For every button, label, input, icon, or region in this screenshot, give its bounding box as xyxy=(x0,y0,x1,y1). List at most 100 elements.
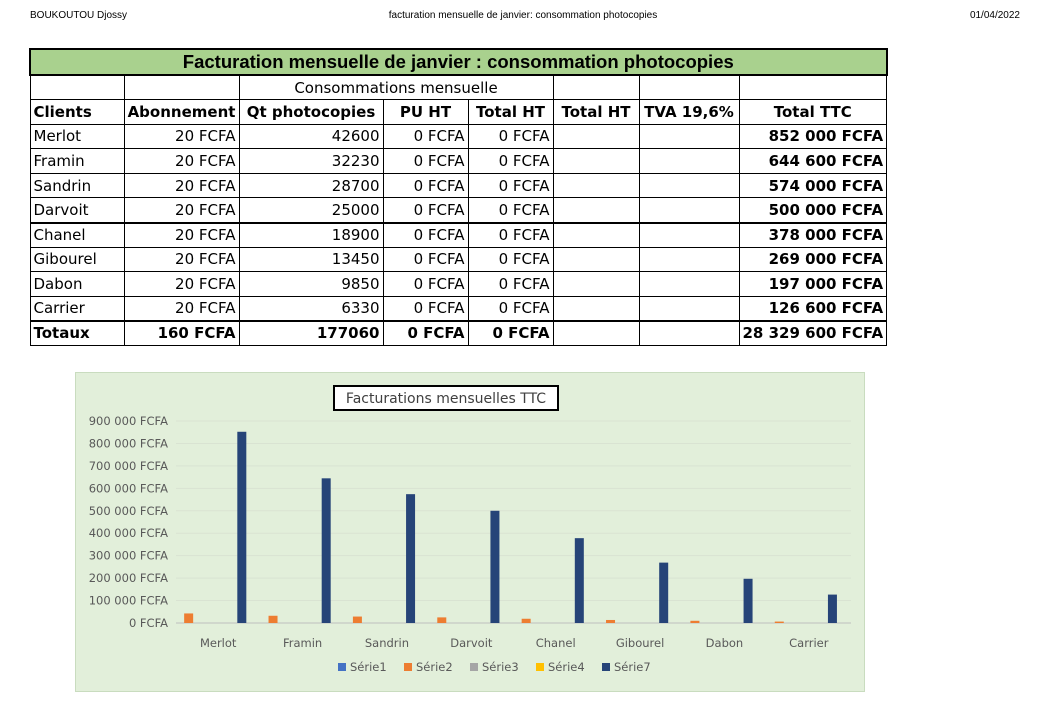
cell: 0 FCFA xyxy=(382,123,469,150)
col-header-total-ht-2: Total HT xyxy=(552,99,640,125)
bar-série7-framin xyxy=(321,478,331,623)
bar-série2-sandrin xyxy=(352,616,362,623)
table-row: Chanel 20 FCFA 18900 0 FCFA 0 FCFA 378 000 FC… xyxy=(29,221,888,248)
cell: 20 FCFA xyxy=(123,197,240,224)
cell: Chanel xyxy=(29,221,125,248)
cell: 42600 xyxy=(238,123,384,150)
cell: 0 FCFA xyxy=(467,197,554,224)
cell: 18900 xyxy=(238,221,384,248)
cell: 20 FCFA xyxy=(123,271,240,297)
legend-swatch xyxy=(602,663,610,671)
bar-série2-carrier xyxy=(774,621,784,623)
cell: 0 FCFA xyxy=(382,148,469,174)
cell: 0 FCFA xyxy=(467,148,554,174)
y-tick-label: 800 000 FCFA xyxy=(89,436,168,450)
x-tick-label: Framin xyxy=(283,636,322,650)
cell: Carrier xyxy=(29,295,125,322)
cell: 0 FCFA xyxy=(467,319,554,347)
cell: 852 000 FCFA xyxy=(738,123,888,150)
chart-title: Facturations mensuelles TTC xyxy=(346,391,546,407)
bar-série2-merlot xyxy=(184,613,194,623)
y-tick-label: 700 000 FCFA xyxy=(89,459,168,473)
cell: 20 FCFA xyxy=(123,246,240,273)
bar-chart: Facturations mensuelles TTC 0 FCFA 100 00… xyxy=(89,385,851,674)
bar-série7-carrier xyxy=(827,594,837,623)
cell: 0 FCFA xyxy=(467,221,554,248)
x-tick-label: Carrier xyxy=(789,636,829,650)
cell: 6330 xyxy=(238,295,384,322)
header-date: 01/04/2022 xyxy=(969,10,1020,21)
y-tick-label: 100 000 FCFA xyxy=(89,594,168,608)
legend-label: Série7 xyxy=(614,660,651,674)
cell xyxy=(638,123,740,150)
cell: 20 FCFA xyxy=(123,221,240,248)
col-header-total-ttc: Total TTC xyxy=(738,99,888,125)
y-tick-label: 600 000 FCFA xyxy=(89,481,168,495)
legend-item: Série4 xyxy=(536,660,585,674)
chart-title-box xyxy=(333,385,559,411)
cell: 0 FCFA xyxy=(382,319,469,347)
legend-label: Série2 xyxy=(416,660,453,674)
col-header-tva: TVA 19,6% xyxy=(638,99,740,125)
x-tick-label: Darvoit xyxy=(450,636,493,650)
y-tick-label: 400 000 FCFA xyxy=(89,526,168,540)
cell: 20 FCFA xyxy=(123,295,240,322)
group-header: Consommations mensuelle xyxy=(238,74,554,101)
legend-item: Série2 xyxy=(404,660,453,674)
cell xyxy=(552,197,640,224)
cell: 0 FCFA xyxy=(382,246,469,273)
table-row: Dabon 20 FCFA 9850 0 FCFA 0 FCFA 197 000 FCFA xyxy=(29,271,888,297)
legend-label: Série4 xyxy=(548,660,585,674)
legend-swatch xyxy=(404,663,412,671)
cell: 0 FCFA xyxy=(382,295,469,322)
cell: 0 FCFA xyxy=(467,295,554,322)
legend-swatch xyxy=(470,663,478,671)
col-header-clients: Clients xyxy=(29,99,125,125)
table-row: Darvoit 20 FCFA 25000 0 FCFA 0 FCFA 500 000 F… xyxy=(29,197,888,224)
cell: 0 FCFA xyxy=(467,246,554,273)
cell: 126 600 FCFA xyxy=(738,295,888,322)
cell: 25000 xyxy=(238,197,384,224)
col-header-total-ht: Total HT xyxy=(467,99,554,125)
bar-série2-gibourel xyxy=(606,619,616,623)
table-row: Merlot 20 FCFA 42600 0 FCFA 0 FCFA 852 000 FC… xyxy=(29,123,888,150)
cell: 574 000 FCFA xyxy=(738,172,888,199)
bar-série7-chanel xyxy=(574,538,584,623)
y-tick-label: 900 000 FCFA xyxy=(89,414,168,428)
cell xyxy=(638,271,740,297)
cell xyxy=(638,197,740,224)
col-header-qt-photocopies: Qt photocopies xyxy=(238,99,384,125)
cell: Sandrin xyxy=(29,172,125,199)
x-tick-label: Chanel xyxy=(536,636,576,650)
y-tick-label: 300 000 FCFA xyxy=(89,549,168,563)
cell: 28700 xyxy=(238,172,384,199)
cell: Gibourel xyxy=(29,246,125,273)
cell: 0 FCFA xyxy=(467,172,554,199)
col-header-pu-ht: PU HT xyxy=(382,99,469,125)
bar-série2-framin xyxy=(268,615,278,623)
cell: 9850 xyxy=(238,271,384,297)
cell xyxy=(552,172,640,199)
y-tick-label: 500 000 FCFA xyxy=(89,504,168,518)
cell xyxy=(552,319,640,347)
cell: Dabon xyxy=(29,271,125,297)
cell: 378 000 FCFA xyxy=(738,221,888,248)
x-tick-label: Sandrin xyxy=(365,636,409,650)
y-tick-label: 0 FCFA xyxy=(129,616,168,630)
cell xyxy=(638,295,740,322)
cell: 177060 xyxy=(238,319,384,347)
bar-série2-darvoit xyxy=(437,617,447,623)
cell xyxy=(552,271,640,297)
cell xyxy=(552,246,640,273)
x-tick-label: Dabon xyxy=(706,636,744,650)
header-document-title: facturation mensuelle de janvier: consom… xyxy=(388,10,658,21)
cell: 0 FCFA xyxy=(382,172,469,199)
cell xyxy=(552,295,640,322)
cell: 20 FCFA xyxy=(123,172,240,199)
cell: 0 FCFA xyxy=(467,123,554,150)
cell xyxy=(638,319,740,347)
totals-row: Totaux 160 FCFA 177060 0 FCFA 0 FCFA 28 329 6… xyxy=(29,319,888,347)
cell: Merlot xyxy=(29,123,125,150)
y-tick-label: 200 000 FCFA xyxy=(89,571,168,585)
legend-swatch xyxy=(536,663,544,671)
